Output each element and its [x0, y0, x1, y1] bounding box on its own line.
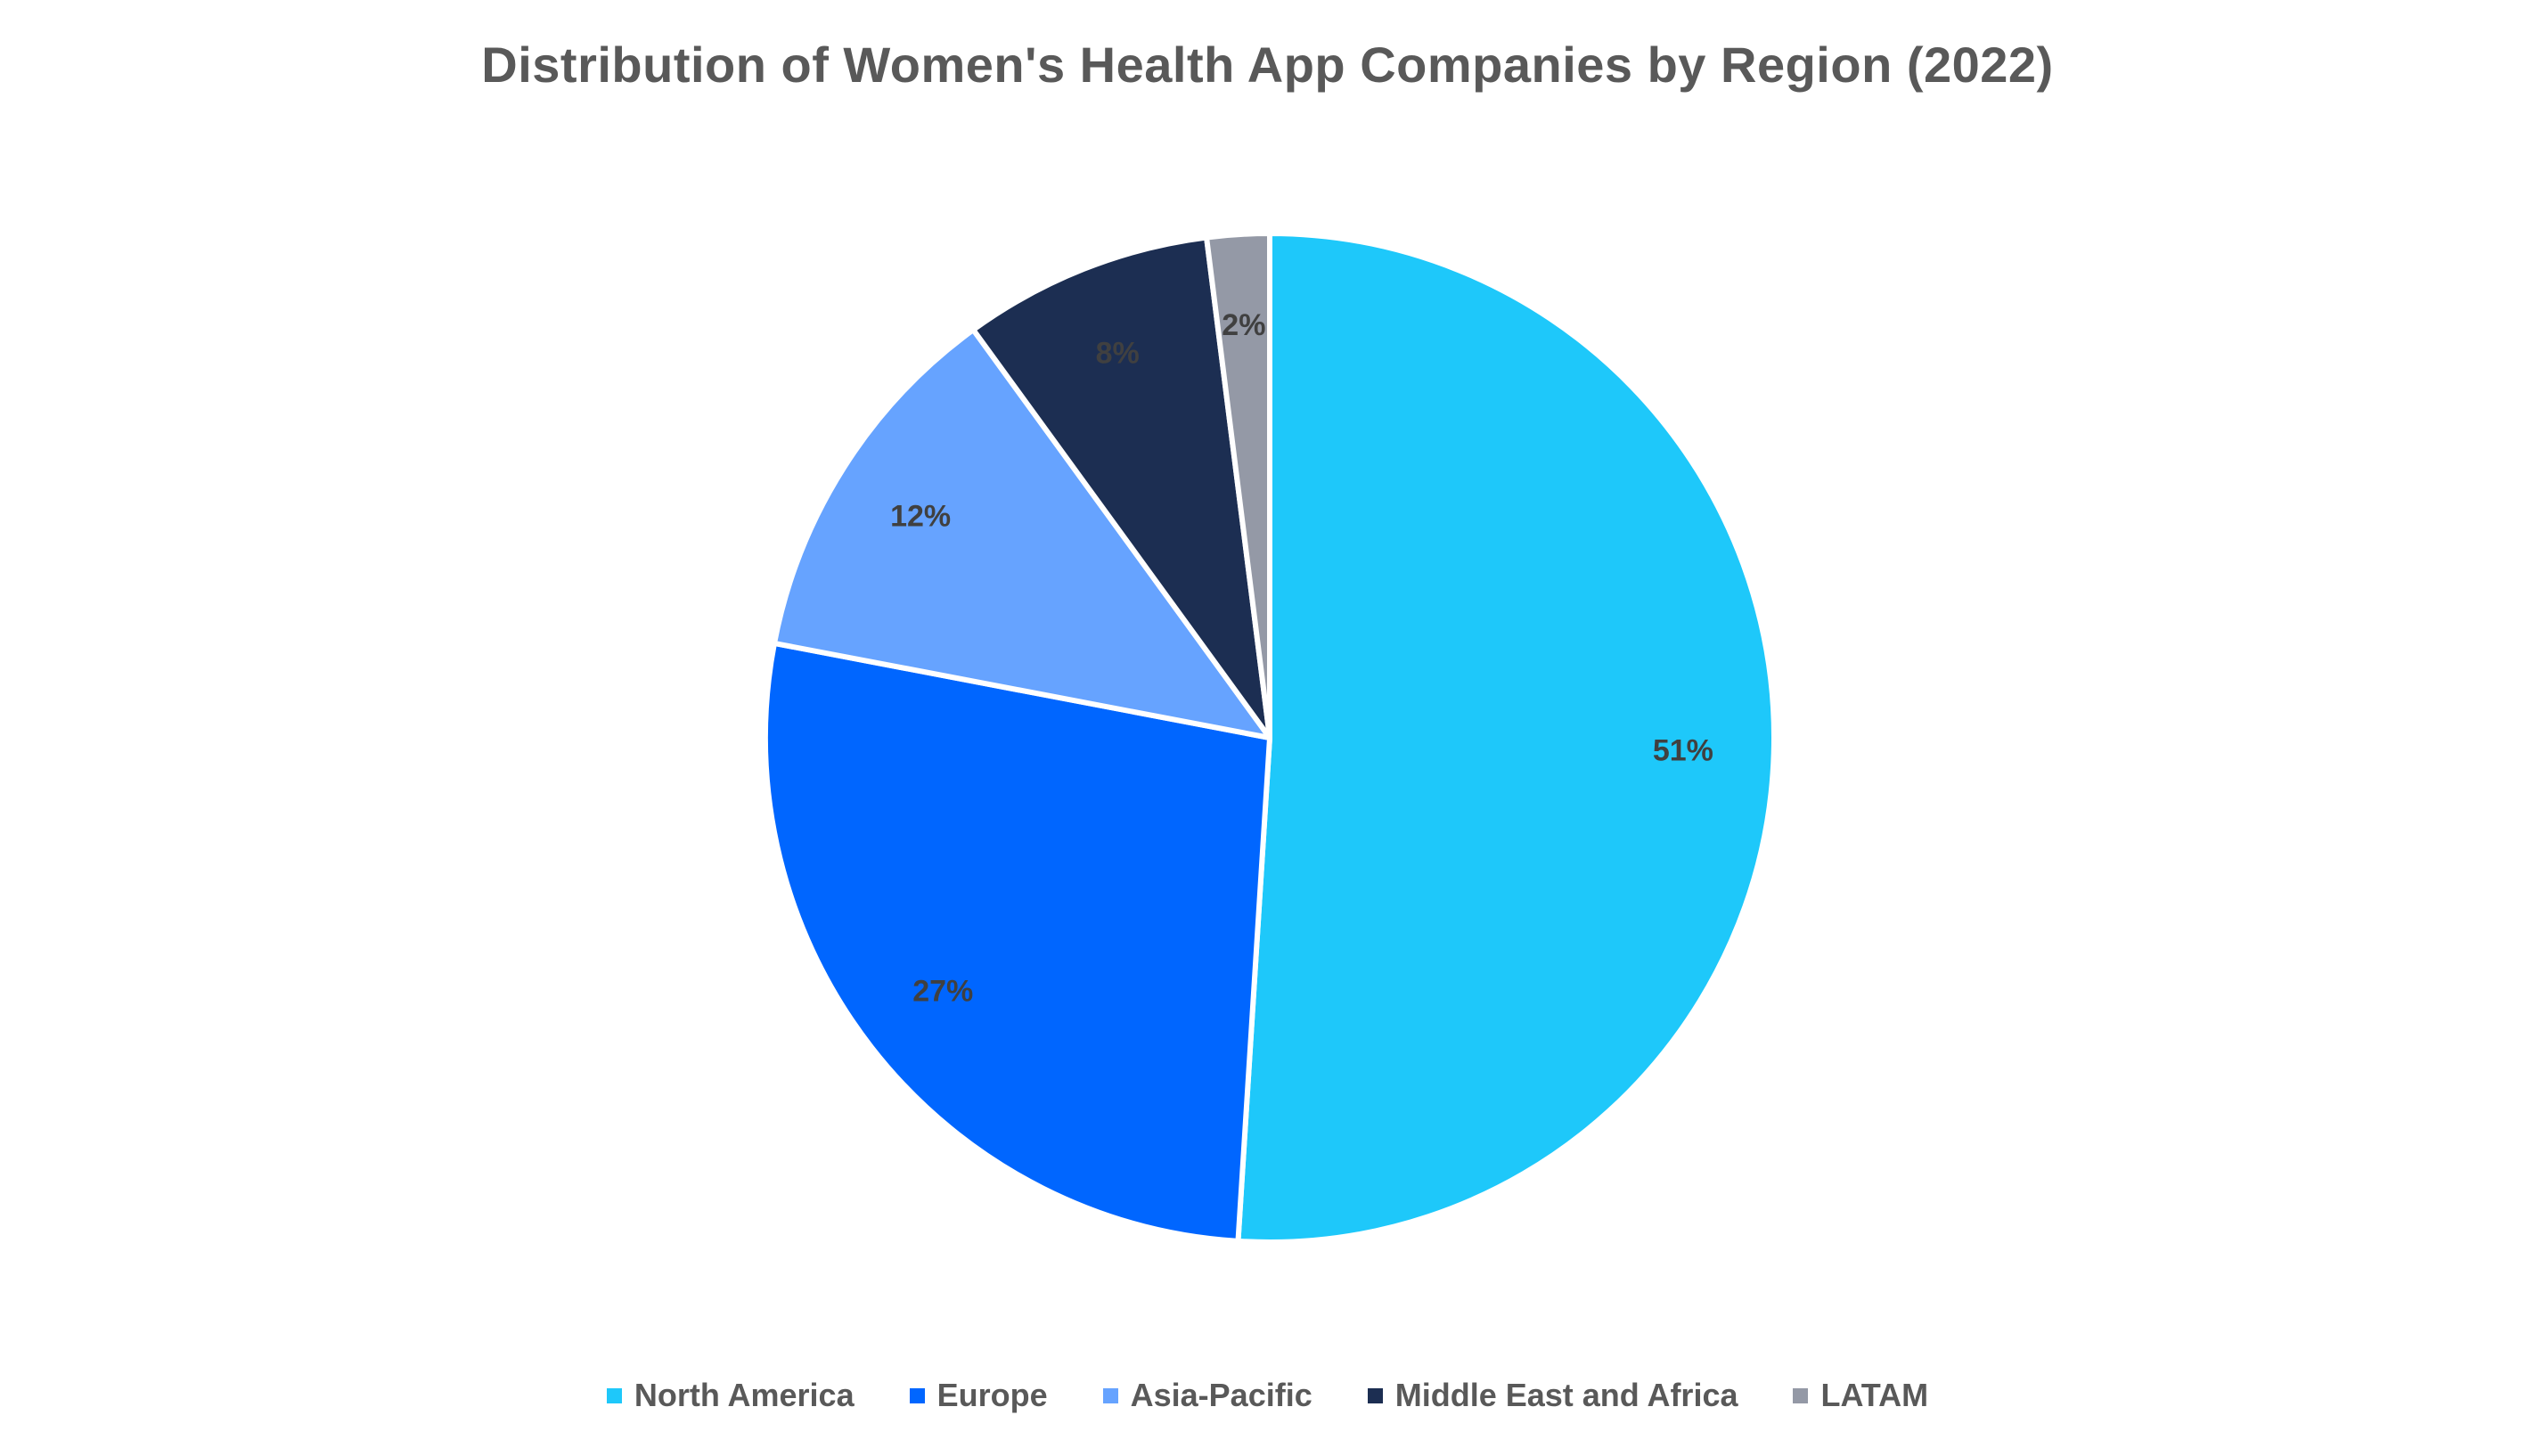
legend-label: Middle East and Africa [1394, 1377, 1738, 1413]
legend-item-middle-east-and-africa: Middle East and Africa [1367, 1377, 1738, 1414]
legend-item-asia-pacific: Asia-Pacific [1102, 1377, 1312, 1414]
pie-slice-north-america [1235, 231, 1778, 1245]
data-label-latam: 2% [1222, 308, 1265, 342]
pie-slice-middle-east-and-africa [970, 234, 1272, 740]
data-label-north-america: 51% [1653, 734, 1713, 768]
legend-swatch [606, 1387, 622, 1403]
legend-label: LATAM [1820, 1377, 1929, 1413]
legend-item-latam: LATAM [1793, 1377, 1928, 1414]
legend-swatch [909, 1387, 925, 1403]
pie-slice-europe [763, 640, 1272, 1244]
pie-slices [763, 231, 1778, 1245]
legend-label: North America [634, 1377, 855, 1413]
pie-data-labels: 51% 27% 12% 8% 2% [890, 308, 1713, 1009]
legend-swatch [1367, 1387, 1383, 1403]
legend-swatch [1102, 1387, 1118, 1403]
legend-item-north-america: North America [606, 1377, 855, 1414]
pie-slice-latam [1204, 231, 1272, 740]
legend-label: Asia-Pacific [1130, 1377, 1312, 1413]
pie-slice-asia-pacific [772, 327, 1272, 740]
legend-swatch [1793, 1387, 1809, 1403]
data-label-asia-pacific: 12% [890, 499, 951, 533]
legend-item-europe: Europe [909, 1377, 1048, 1414]
data-label-europe: 27% [912, 974, 973, 1008]
legend-label: Europe [936, 1377, 1048, 1413]
chart-legend: North America Europe Asia-Pacific Middle Ea… [0, 1377, 2535, 1414]
data-label-middle-east-and-africa: 8% [1096, 336, 1140, 370]
chart-title: Distribution of Women's Health App Compa… [481, 37, 2054, 93]
